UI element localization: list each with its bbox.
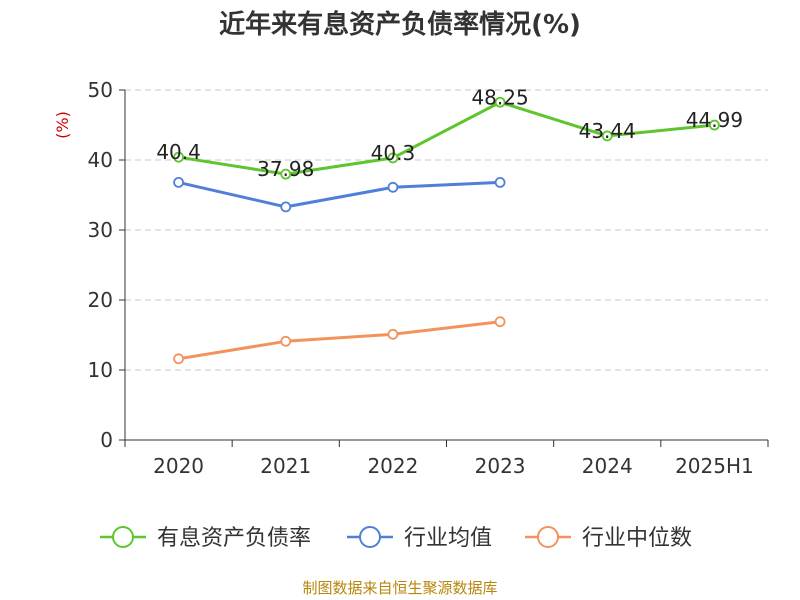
legend-label: 有息资产负债率 bbox=[157, 526, 311, 551]
data-point bbox=[280, 335, 292, 347]
data-point bbox=[280, 168, 292, 180]
data-label: 40.4 bbox=[156, 140, 201, 164]
data-label: 44.99 bbox=[686, 108, 743, 132]
data-label: 48.25 bbox=[471, 85, 528, 109]
data-labels: 40.4 37.98 40.3 48.25 43.44 44.99 bbox=[156, 85, 743, 181]
y-axis-label: (%) bbox=[53, 111, 72, 139]
y-tick-label: 50 bbox=[88, 78, 113, 102]
data-label: 37.98 bbox=[257, 157, 314, 181]
legend-swatch-marker bbox=[359, 526, 381, 548]
legend-label: 行业均值 bbox=[404, 526, 492, 551]
data-point bbox=[387, 181, 399, 193]
series bbox=[173, 96, 720, 365]
y-tick-label: 20 bbox=[88, 288, 113, 312]
legend: 有息资产负债率 行业均值 行业中位数 bbox=[100, 526, 692, 551]
data-label: 43.44 bbox=[579, 119, 636, 143]
data-label: 40.3 bbox=[371, 141, 416, 165]
data-point bbox=[387, 152, 399, 164]
legend-label: 行业中位数 bbox=[582, 526, 692, 551]
y-tick-label: 40 bbox=[88, 148, 113, 172]
data-point bbox=[494, 96, 506, 108]
data-point bbox=[387, 328, 399, 340]
axes: 0 10 20 30 40 50 2020 2021 2022 2023 2024 2025H1 bbox=[88, 78, 769, 478]
data-point bbox=[173, 353, 184, 365]
series-line bbox=[178, 320, 501, 361]
source-note: 制图数据来自恒生聚源数据库 bbox=[302, 579, 497, 597]
x-tick-label: 2021 bbox=[260, 454, 311, 478]
x-tick-label: 2024 bbox=[582, 454, 633, 478]
gridlines bbox=[125, 89, 768, 371]
data-point bbox=[494, 176, 506, 188]
x-tick-label: 2023 bbox=[475, 454, 526, 478]
legend-swatch-marker bbox=[112, 526, 134, 548]
data-point bbox=[173, 151, 184, 163]
legend-swatch-marker bbox=[537, 526, 559, 548]
data-point bbox=[709, 119, 720, 131]
x-tick-label: 2020 bbox=[153, 454, 204, 478]
x-tick-label: 2022 bbox=[367, 454, 418, 478]
data-point bbox=[494, 316, 506, 328]
x-tick-label: 2025H1 bbox=[675, 454, 754, 478]
y-tick-label: 0 bbox=[100, 428, 113, 452]
chart-title: 近年来有息资产负债率情况(%) bbox=[219, 9, 581, 40]
series-line bbox=[178, 180, 501, 209]
y-tick-label: 30 bbox=[88, 218, 113, 242]
data-point bbox=[601, 130, 613, 142]
y-tick-label: 10 bbox=[88, 358, 113, 382]
series-line bbox=[178, 100, 715, 176]
data-point bbox=[173, 176, 184, 188]
data-point bbox=[280, 201, 292, 213]
